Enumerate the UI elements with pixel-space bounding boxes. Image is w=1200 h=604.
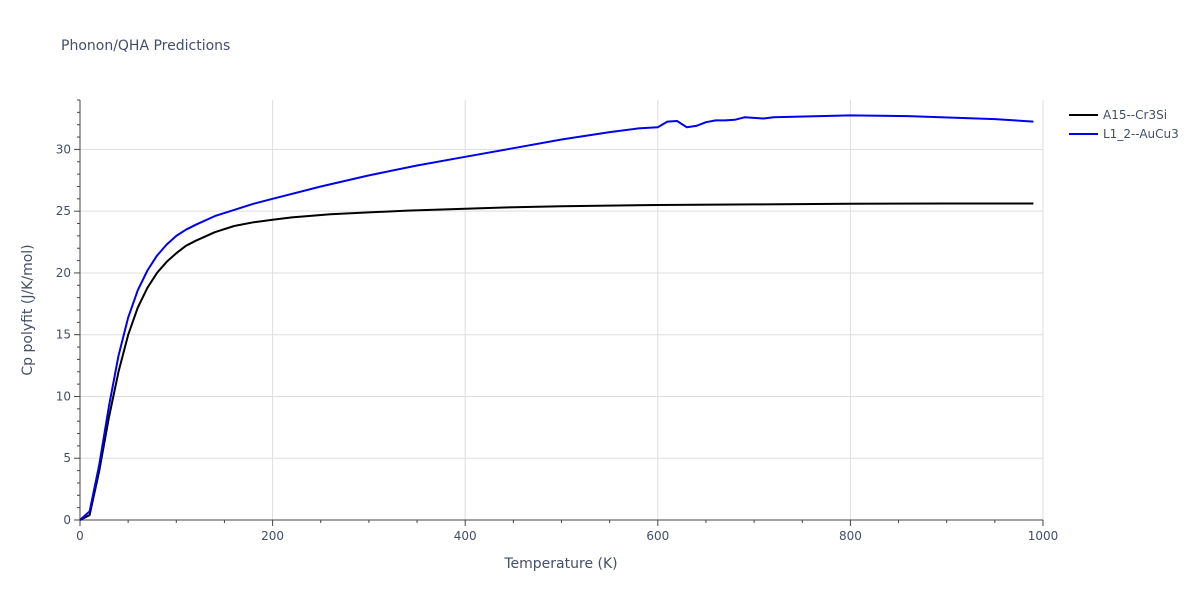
y-axis-title: Cp polyfit (J/K/mol) (20, 244, 36, 375)
x-tick-label: 0 (76, 529, 84, 543)
axes (79, 100, 1043, 521)
x-tick-label: 200 (261, 529, 284, 543)
plot-lines (79, 114, 1034, 521)
y-tick-label: 5 (63, 451, 71, 465)
x-axis-ticks: 0 200 400 600 800 1000 (76, 520, 1058, 543)
y-tick-label: 0 (63, 513, 71, 527)
grid (80, 100, 1044, 520)
legend: A15--Cr3Si L1_2--AuCu3 (1069, 108, 1179, 141)
y-tick-label: 30 (56, 142, 71, 156)
y-axis-ticks: 0 5 10 15 20 25 30 (56, 99, 80, 527)
x-tick-label: 400 (454, 529, 477, 543)
x-tick-label: 800 (839, 529, 862, 543)
x-tick-label: 1000 (1028, 529, 1059, 543)
y-tick-label: 20 (56, 266, 71, 280)
legend-label: A15--Cr3Si (1103, 108, 1167, 122)
legend-label: L1_2--AuCu3 (1103, 127, 1179, 141)
series-line-1 (79, 202, 1034, 521)
y-tick-label: 25 (56, 204, 71, 218)
series-line-2 (79, 114, 1034, 521)
x-axis-title: Temperature (K) (503, 556, 617, 572)
x-tick-label: 600 (646, 529, 669, 543)
chart-title: Phonon/QHA Predictions (61, 38, 230, 54)
y-tick-label: 15 (56, 328, 71, 342)
y-tick-label: 10 (56, 389, 71, 403)
